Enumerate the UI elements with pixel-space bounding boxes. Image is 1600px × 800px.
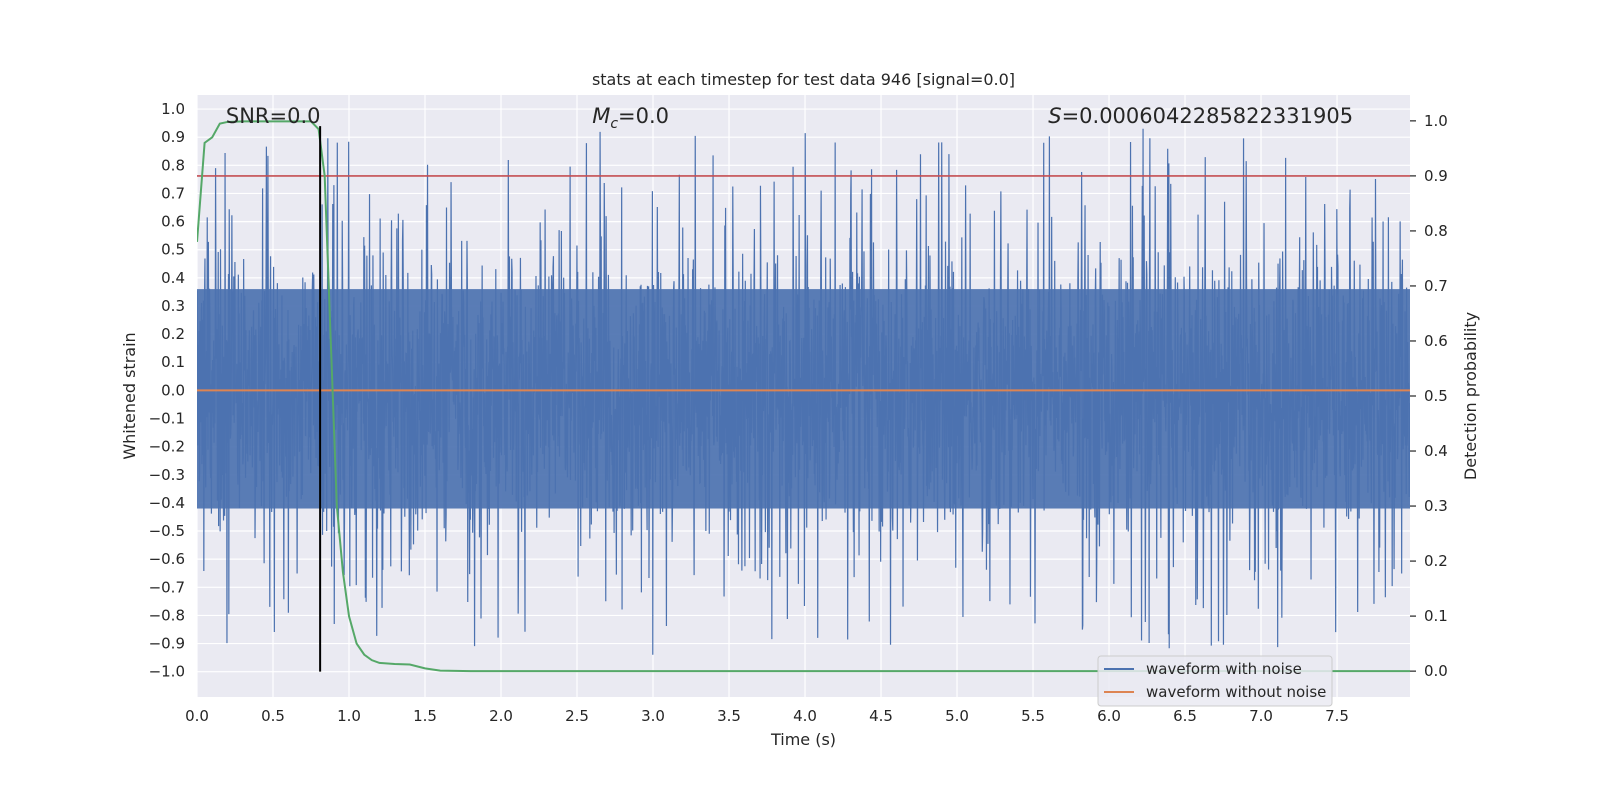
x-tick-label: 5.5 bbox=[1021, 707, 1045, 725]
y2-tick-label: 0.0 bbox=[1424, 662, 1448, 680]
y2-tick-label: 0.8 bbox=[1424, 222, 1448, 240]
mc-subscript: c bbox=[610, 116, 618, 132]
x-tick-label: 6.0 bbox=[1097, 707, 1121, 725]
x-tick-label: 2.0 bbox=[489, 707, 513, 725]
y2-tick-label: 0.5 bbox=[1424, 387, 1448, 405]
x-tick-label: 1.0 bbox=[337, 707, 361, 725]
x-tick-label: 0.0 bbox=[185, 707, 209, 725]
legend-label-noise: waveform with noise bbox=[1146, 660, 1302, 678]
s-symbol: S bbox=[1048, 104, 1061, 128]
x-tick-label: 0.5 bbox=[261, 707, 285, 725]
y-tick-label: 0.6 bbox=[161, 213, 185, 231]
y-tick-label: −0.9 bbox=[149, 635, 185, 653]
y2-axis-label: Detection probability bbox=[1461, 312, 1480, 480]
mc-symbol: M bbox=[592, 104, 610, 128]
y2-tick-label: 0.1 bbox=[1424, 607, 1448, 625]
legend-box bbox=[1097, 655, 1333, 707]
y-tick-label: 1.0 bbox=[161, 100, 185, 118]
chart-title: stats at each timestep for test data 946… bbox=[592, 70, 1015, 89]
y-tick-label: 0.4 bbox=[161, 269, 185, 287]
series-detection-probability bbox=[197, 120, 1410, 673]
y2-tick-label: 0.6 bbox=[1424, 332, 1448, 350]
y-axis-left: 1.0 0.9 0.8 0.7 0.6 0.5 0.4 0.3 0.2 0.1 0.0 −0.1 −0.… bbox=[149, 100, 185, 681]
y-tick-label: 0.7 bbox=[161, 184, 185, 202]
mc-value: =0.0 bbox=[618, 104, 669, 128]
y2-tick-label: 1.0 bbox=[1424, 112, 1448, 130]
score-annotation: S=0.0006042285822331905 bbox=[1048, 104, 1353, 128]
series-lines bbox=[197, 120, 1410, 673]
x-tick-label: 2.5 bbox=[565, 707, 589, 725]
y2-tick-label: 0.9 bbox=[1424, 167, 1448, 185]
x-tick-label: 7.0 bbox=[1249, 707, 1273, 725]
x-tick-label: 5.0 bbox=[945, 707, 969, 725]
chirp-mass-annotation: Mc=0.0 bbox=[592, 104, 669, 132]
y2-tick-label: 0.3 bbox=[1424, 497, 1448, 515]
x-tick-label: 4.0 bbox=[793, 707, 817, 725]
noise-core-band bbox=[197, 289, 1410, 509]
y2-tick-label: 0.2 bbox=[1424, 552, 1448, 570]
x-tick-label: 4.5 bbox=[869, 707, 893, 725]
y-tick-label: −0.7 bbox=[149, 578, 185, 596]
y-tick-label: −0.8 bbox=[149, 606, 185, 624]
y-tick-label: 0.8 bbox=[161, 156, 185, 174]
y-tick-label: 0.2 bbox=[161, 325, 185, 343]
series-waveform-with-noise bbox=[197, 128, 1410, 655]
x-tick-label: 1.5 bbox=[413, 707, 437, 725]
y-tick-label: −0.4 bbox=[149, 494, 185, 512]
y-tick-label: −0.5 bbox=[149, 522, 185, 540]
x-tick-label: 6.5 bbox=[1173, 707, 1197, 725]
y-tick-label: 0.3 bbox=[161, 297, 185, 315]
y-tick-label: −0.6 bbox=[149, 550, 185, 568]
y-tick-label: 0.1 bbox=[161, 353, 185, 371]
legend-label-clean: waveform without noise bbox=[1146, 683, 1326, 701]
s-value: =0.0006042285822331905 bbox=[1062, 104, 1354, 128]
snr-annotation: SNR=0.0 bbox=[226, 104, 321, 128]
x-axis-label: Time (s) bbox=[770, 730, 836, 749]
y-tick-label: 0.0 bbox=[161, 381, 185, 399]
legend: waveform with noise waveform without noi… bbox=[1097, 655, 1333, 707]
x-tick-label: 3.5 bbox=[717, 707, 741, 725]
y-axis-label: Whitened strain bbox=[120, 332, 139, 459]
y2-tick-label: 0.7 bbox=[1424, 277, 1448, 295]
x-tick-label: 3.0 bbox=[641, 707, 665, 725]
y-axis-right: 1.0 0.9 0.8 0.7 0.6 0.5 0.4 0.3 0.2 0.1 0.0 bbox=[1410, 112, 1448, 680]
y-tick-label: −1.0 bbox=[149, 663, 185, 681]
x-tick-label: 7.5 bbox=[1325, 707, 1349, 725]
y-tick-label: −0.2 bbox=[149, 438, 185, 456]
y-tick-label: 0.5 bbox=[161, 241, 185, 259]
y-tick-label: 0.9 bbox=[161, 128, 185, 146]
y2-tick-label: 0.4 bbox=[1424, 442, 1448, 460]
x-axis: 0.0 0.5 1.0 1.5 2.0 2.5 3.0 3.5 4.0 4.5 5.0 5.5 6.0 6… bbox=[185, 707, 1349, 725]
y-tick-label: −0.1 bbox=[149, 410, 185, 428]
y-tick-label: −0.3 bbox=[149, 466, 185, 484]
